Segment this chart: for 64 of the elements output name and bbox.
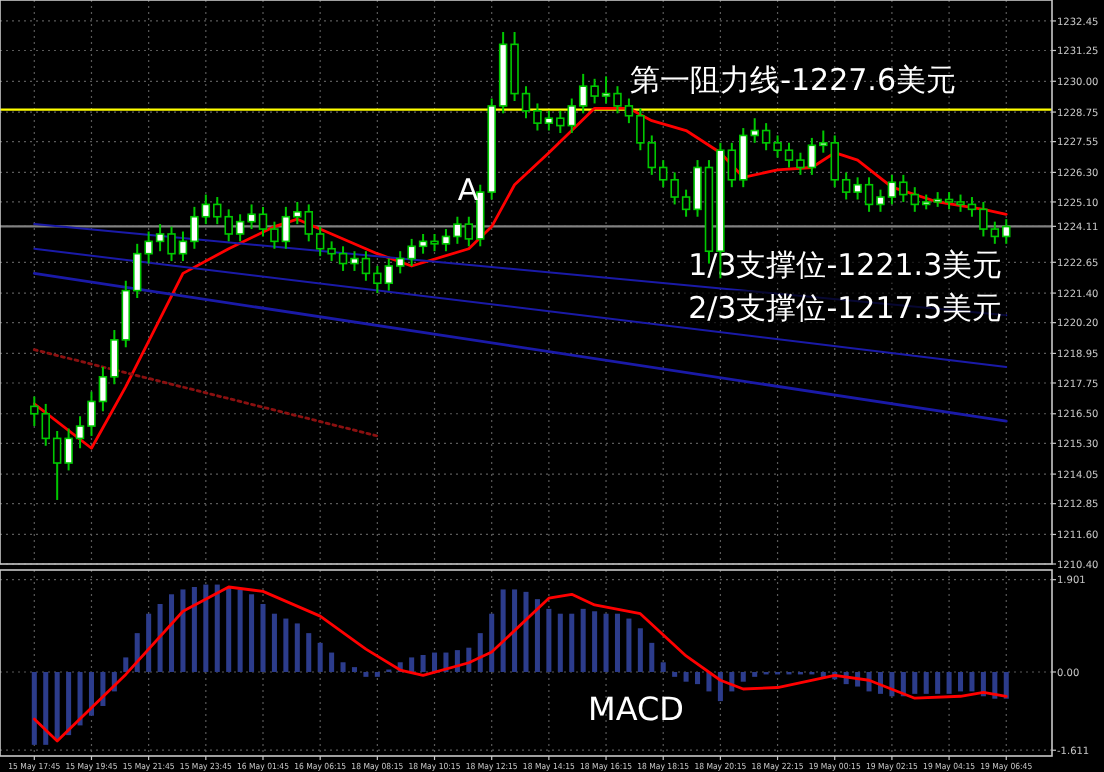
bar	[935, 671, 941, 694]
bar	[923, 671, 929, 694]
bar	[946, 671, 952, 694]
bar	[146, 613, 152, 672]
line-series	[32, 585, 1008, 743]
bar	[123, 657, 129, 672]
bar	[626, 618, 632, 672]
bar	[557, 613, 563, 672]
bar	[306, 633, 312, 672]
bar	[912, 671, 918, 694]
bar	[969, 671, 975, 692]
series-label: 2/3支撑位-1217.5美元	[688, 290, 1003, 327]
bar	[157, 603, 163, 672]
bar	[340, 662, 346, 672]
bar	[649, 642, 655, 672]
bar	[637, 628, 643, 672]
annotation: MACD	[588, 690, 684, 728]
bar	[752, 671, 758, 677]
annotation: A	[457, 172, 480, 208]
bar	[249, 594, 255, 672]
bar	[740, 671, 746, 682]
bar	[43, 671, 49, 745]
bar	[214, 584, 220, 672]
bar	[660, 662, 666, 672]
bar	[409, 657, 415, 672]
bar	[512, 589, 518, 672]
bar	[271, 613, 277, 672]
bar	[420, 654, 426, 672]
bar	[191, 587, 197, 672]
bar	[169, 594, 175, 672]
bar	[203, 584, 209, 672]
bar	[374, 671, 380, 677]
bar	[283, 618, 289, 672]
bar	[1003, 671, 1009, 699]
bar	[31, 671, 37, 745]
bar	[695, 671, 701, 685]
bar	[329, 652, 335, 672]
bar	[683, 671, 689, 682]
bar	[260, 603, 266, 672]
bar	[500, 589, 506, 672]
bar	[603, 613, 609, 672]
bar	[226, 587, 232, 672]
bar	[432, 652, 438, 672]
bar	[54, 671, 60, 740]
bar	[534, 599, 540, 672]
bar	[580, 608, 586, 672]
bar	[317, 642, 323, 672]
line-series	[32, 106, 1008, 450]
bar	[77, 671, 83, 726]
bar	[363, 671, 369, 677]
bar	[523, 591, 529, 672]
ref-line-label: 第一阻力线-1227.6美元	[630, 61, 956, 98]
bar	[958, 671, 964, 692]
bar	[569, 613, 575, 672]
bar	[614, 613, 620, 672]
bar	[180, 589, 186, 672]
bar	[546, 608, 552, 672]
bar	[489, 613, 495, 672]
bar	[672, 671, 678, 677]
bar	[294, 623, 300, 672]
bar	[592, 611, 598, 672]
bar	[66, 671, 72, 736]
bar	[477, 633, 483, 672]
bar	[237, 589, 243, 672]
